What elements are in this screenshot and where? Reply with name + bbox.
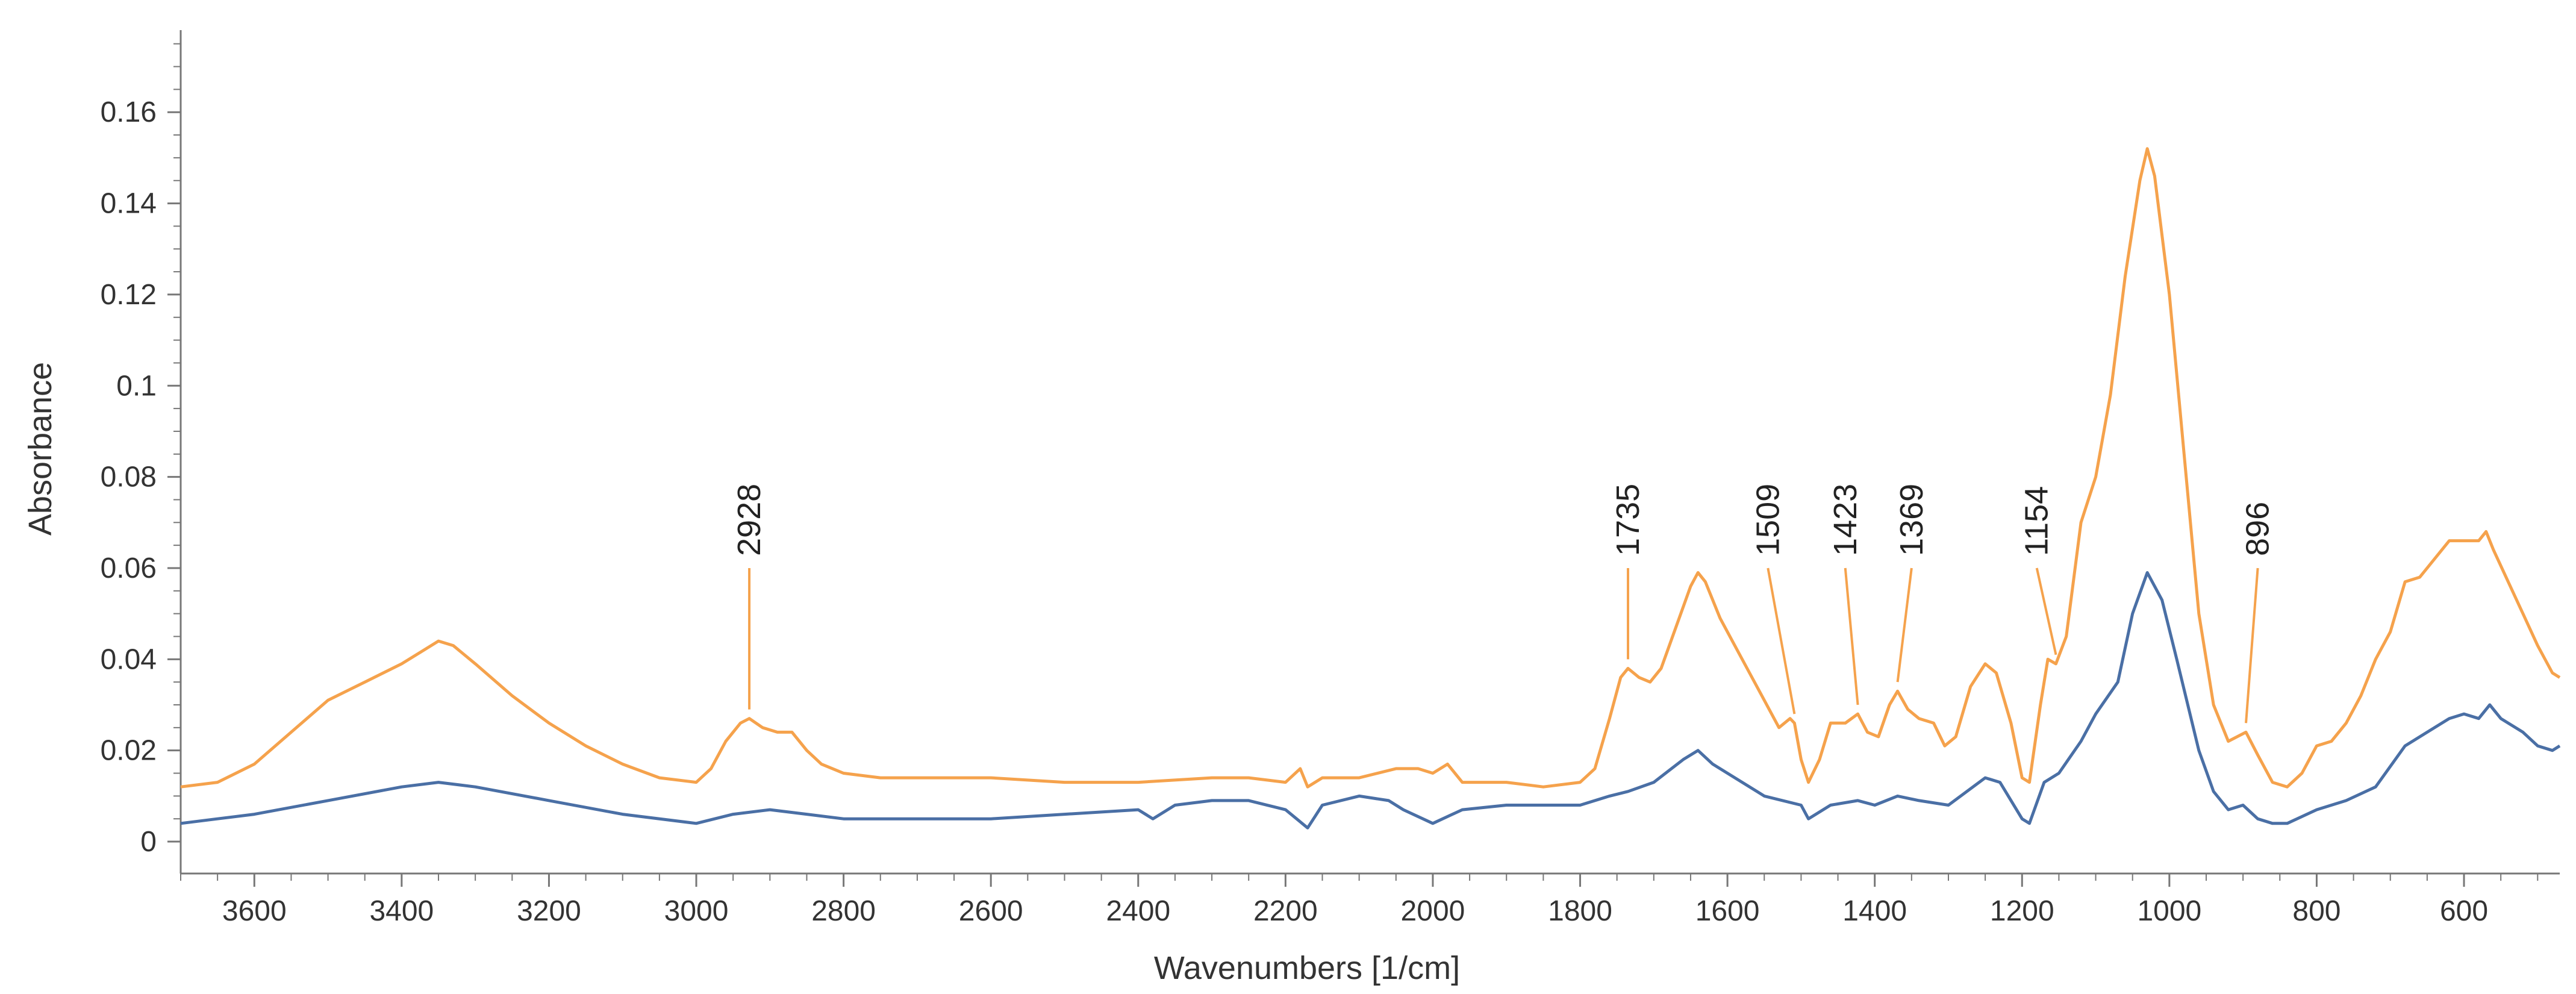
peak-leader-line [2035,567,2057,655]
y-tick-label: 0.1 [116,370,157,402]
peak-leader-line [1767,567,1796,714]
y-tick-label: 0.14 [101,188,157,220]
x-tick-label: 2200 [1253,895,1318,927]
x-tick-label: 2800 [811,895,876,927]
series-line-orange [180,147,2561,789]
x-tick-label: 2000 [1401,895,1465,927]
y-tick-label: 0.12 [101,279,157,311]
x-axis-label: Wavenumbers [1/cm] [1154,950,1460,986]
x-tick-label: 3000 [664,895,729,927]
x-tick-label: 1200 [1990,895,2054,927]
peak-label: 896 [2240,502,2276,556]
x-tick-label: 600 [2440,895,2488,927]
peak-label: 1154 [2019,486,2055,556]
x-tick-label: 2600 [959,895,1023,927]
y-tick-label: 0.08 [101,461,157,493]
plot-area: 0 0.02 0.04 0.06 0.08 0.1 0.12 0.14 0.16 3600 3400… [101,30,2561,927]
x-tick-label: 2400 [1106,895,1170,927]
x-tick-label: 1400 [1842,895,1907,927]
y-tick-label: 0.06 [101,552,157,584]
x-tick-label: 3400 [369,895,434,927]
x-tick-label: 3200 [517,895,581,927]
y-tick-label: 0 [140,826,157,858]
peak-leader-line [1896,567,1913,683]
peak-leader-line [2245,567,2259,724]
peak-label: 2928 [731,484,767,556]
x-tick-label: 3600 [222,895,287,927]
peak-leader-line [1844,567,1859,705]
x-tick-label: 800 [2292,895,2341,927]
peak-label: 1509 [1750,484,1786,556]
peak-label: 1369 [1894,484,1930,556]
y-tick-label: 0.04 [101,643,157,675]
series-line-blue [180,571,2561,830]
y-tick-label: 0.02 [101,735,157,767]
x-tick-label: 1000 [2137,895,2201,927]
x-tick-label: 1800 [1548,895,1612,927]
peak-label: 1423 [1827,484,1863,556]
y-axis-label: Absorbance [22,362,58,536]
x-tick-label: 1600 [1695,895,1760,927]
peak-label: 1735 [1610,484,1646,556]
y-tick-label: 0.16 [101,96,157,128]
